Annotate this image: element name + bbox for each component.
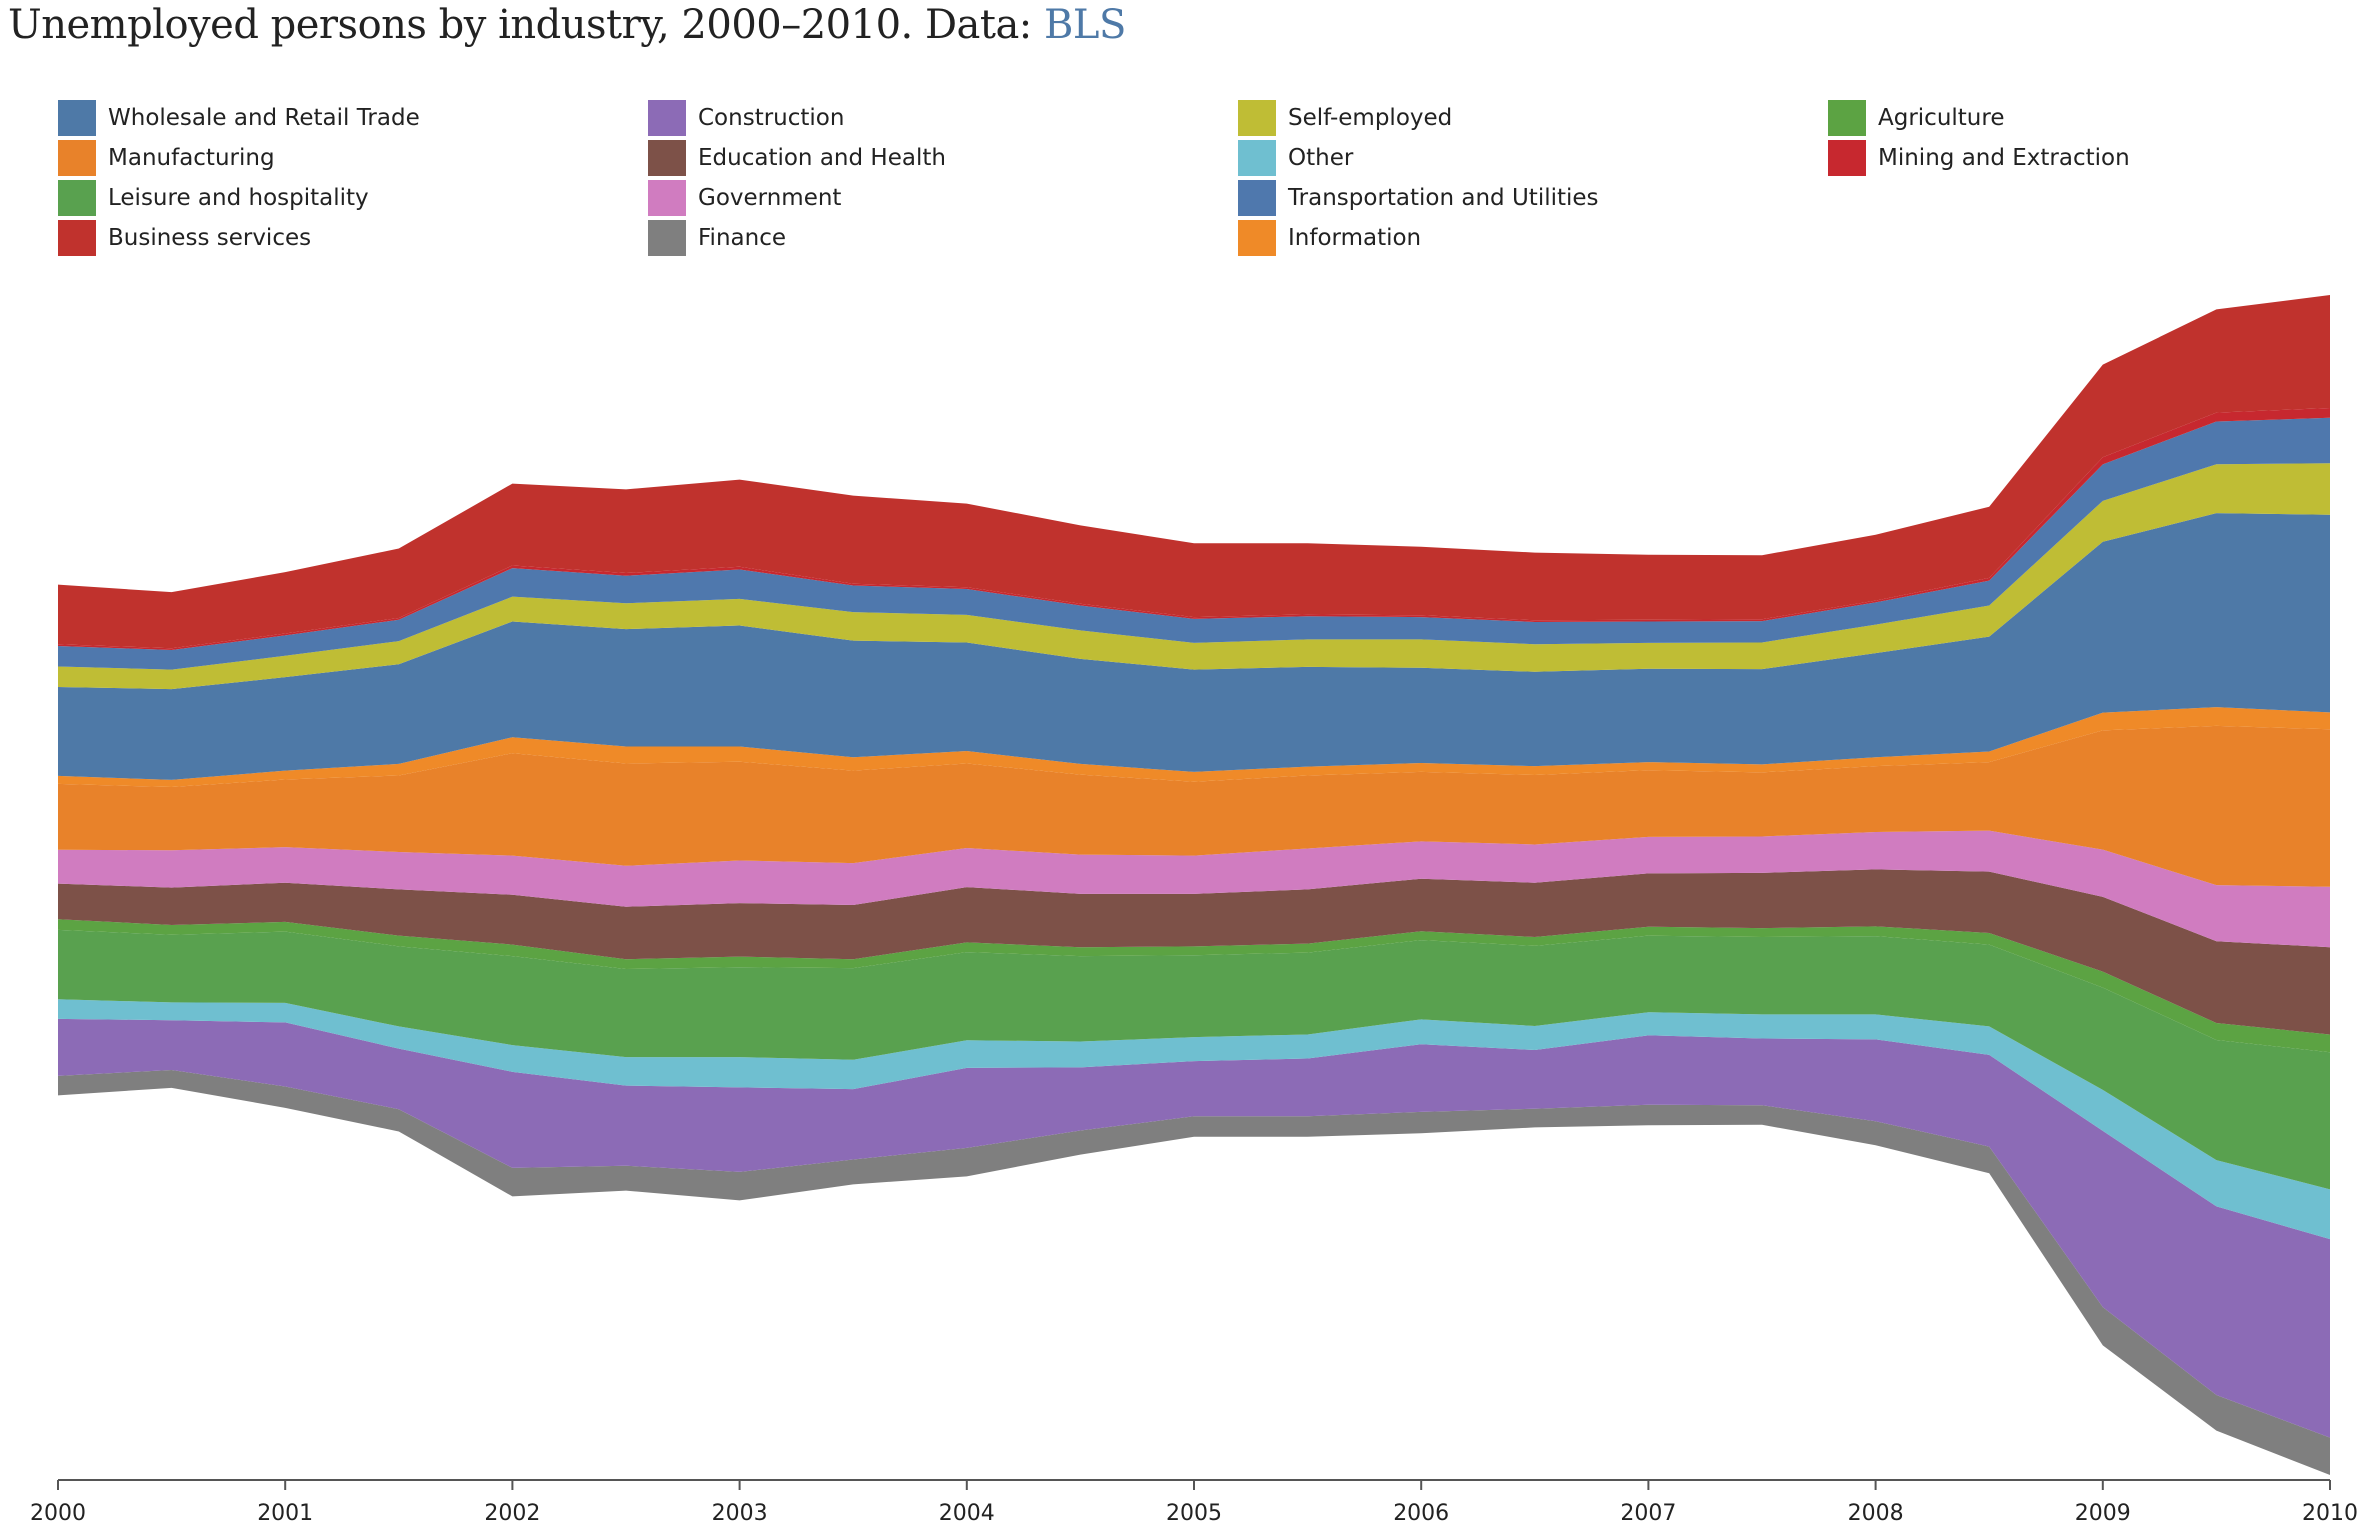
legend-item-mining-and-extraction: Mining and Extraction <box>1828 140 2130 176</box>
stream-layer-education-and-health <box>58 869 2330 1035</box>
legend-swatch <box>648 220 686 256</box>
legend-swatch <box>1238 140 1276 176</box>
legend-label: Business services <box>108 225 312 251</box>
legend-swatch <box>648 140 686 176</box>
legend-swatch <box>648 100 686 136</box>
legend-swatch <box>58 220 96 256</box>
x-tick-label: 2010 <box>2302 1501 2358 1526</box>
x-tick-label: 2006 <box>1393 1501 1449 1526</box>
legend-item-leisure-and-hospitality: Leisure and hospitality <box>58 180 369 216</box>
stream-layer-finance <box>58 1070 2330 1475</box>
legend-item-construction: Construction <box>648 100 844 136</box>
legend-label: Other <box>1288 145 1354 171</box>
legend-swatch <box>648 180 686 216</box>
legend-label: Manufacturing <box>108 145 275 171</box>
legend-item-business-services: Business services <box>58 220 311 256</box>
legend-item-finance: Finance <box>648 220 786 256</box>
legend-label: Self-employed <box>1288 105 1453 131</box>
x-tick-label: 2000 <box>30 1501 86 1526</box>
legend-item-wholesale-and-retail-trade: Wholesale and Retail Trade <box>58 100 420 136</box>
x-tick-label: 2007 <box>1620 1501 1676 1526</box>
legend-item-agriculture: Agriculture <box>1828 100 2005 136</box>
legend-swatch <box>1238 100 1276 136</box>
streamgraph-chart: 2000 2001 2002 2003 2004 2005 2006 2007 2008 2009… <box>30 295 2358 1526</box>
legend-swatch <box>1238 220 1276 256</box>
legend-label: Mining and Extraction <box>1878 145 2130 171</box>
x-tick-label: 2004 <box>939 1501 995 1526</box>
legend-swatch <box>58 180 96 216</box>
legend-label: Information <box>1288 225 1422 251</box>
stream-layer-manufacturing <box>58 725 2330 887</box>
legend-label: Wholesale and Retail Trade <box>108 105 420 131</box>
stream-layer-government <box>58 830 2330 948</box>
legend-label: Leisure and hospitality <box>108 185 369 211</box>
stream-layer-transportation-and-utilities <box>58 417 2330 670</box>
legend-label: Transportation and Utilities <box>1288 185 1599 211</box>
chart-title: Unemployed persons by industry, 2000–201… <box>8 2 1126 48</box>
legend-label: Agriculture <box>1878 105 2005 131</box>
legend: Wholesale and Retail Trade Manufacturing L… <box>58 100 2338 270</box>
legend-item-information: Information <box>1238 220 1421 256</box>
stream-layer-other <box>58 999 2330 1240</box>
legend-swatch <box>1238 180 1276 216</box>
stream-layer-business-services <box>58 295 2330 649</box>
x-tick-label: 2003 <box>712 1501 768 1526</box>
legend-label: Finance <box>698 225 786 251</box>
x-tick-label: 2009 <box>2075 1501 2131 1526</box>
legend-label: Education and Health <box>698 145 946 171</box>
stream-layer-construction <box>58 1018 2330 1438</box>
stream-layer-leisure-and-hospitality <box>58 929 2330 1190</box>
stream-layer-wholesale-and-retail-trade <box>58 513 2330 780</box>
legend-label: Construction <box>698 105 845 131</box>
legend-item-manufacturing: Manufacturing <box>58 140 275 176</box>
legend-swatch <box>1828 140 1866 176</box>
legend-swatch <box>1828 100 1866 136</box>
x-tick-label: 2001 <box>257 1501 313 1526</box>
legend-item-government: Government <box>648 180 841 216</box>
legend-item-education-and-health: Education and Health <box>648 140 946 176</box>
legend-swatch <box>58 100 96 136</box>
legend-item-transportation-and-utilities: Transportation and Utilities <box>1238 180 1599 216</box>
legend-swatch <box>58 140 96 176</box>
stream-layer-information <box>58 707 2330 788</box>
legend-item-self-employed: Self-employed <box>1238 100 1452 136</box>
bls-link[interactable]: BLS <box>1044 2 1126 48</box>
x-tick-label: 2005 <box>1166 1501 1222 1526</box>
x-tick-label: 2002 <box>484 1501 540 1526</box>
legend-label: Government <box>698 185 842 211</box>
legend-item-other: Other <box>1238 140 1353 176</box>
stream-layer-self-employed <box>58 463 2330 690</box>
x-tick-label: 2008 <box>1848 1501 1904 1526</box>
